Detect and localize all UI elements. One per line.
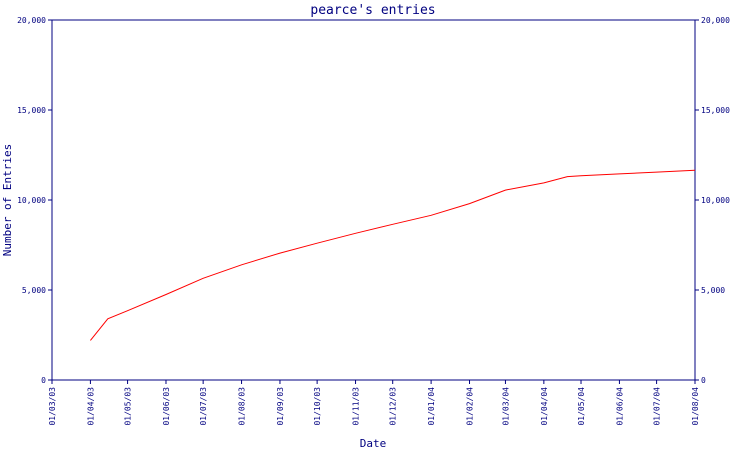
y-tick-label-right: 10,000 <box>701 196 730 205</box>
series-layer <box>90 169 696 341</box>
x-tick-label: 01/05/04 <box>577 387 586 426</box>
y-tick-label-right: 5,000 <box>701 286 725 295</box>
x-tick-label: 01/08/04 <box>691 387 700 426</box>
series-line <box>90 169 696 341</box>
x-tick-label: 01/01/04 <box>427 387 436 426</box>
x-tick-label: 01/06/03 <box>162 387 171 426</box>
x-tick-label: 01/12/03 <box>389 387 398 426</box>
x-tick-label: 01/04/03 <box>86 387 95 426</box>
y-tick-label-left: 20,000 <box>17 16 46 25</box>
y-tick-label-left: 15,000 <box>17 106 46 115</box>
x-tick-label: 01/09/03 <box>276 387 285 426</box>
x-tick-label: 01/07/03 <box>199 387 208 426</box>
y-tick-label-right: 20,000 <box>701 16 730 25</box>
x-tick-label: 01/04/04 <box>540 387 549 426</box>
x-tick-label: 01/05/03 <box>124 387 133 426</box>
x-tick-label: 01/07/04 <box>653 387 662 426</box>
y-tick-label-right: 0 <box>701 376 706 385</box>
chart-title: pearce's entries <box>310 3 435 18</box>
x-tick-label: 01/06/04 <box>615 387 624 426</box>
x-tick-label: 01/03/03 <box>48 387 57 426</box>
y-tick-label-right: 15,000 <box>701 106 730 115</box>
y-axis-label: Number of Entries <box>1 144 14 257</box>
plot-frame <box>51 19 696 381</box>
tick-layer: 0 0 5,000 5,000 10,000 10,000 15,000 15,000 20,0… <box>17 16 730 426</box>
x-tick-label: 01/10/03 <box>313 387 322 426</box>
x-tick-label: 01/02/04 <box>466 387 475 426</box>
x-tick-label: 01/08/03 <box>238 387 247 426</box>
y-tick-label-left: 5,000 <box>22 286 46 295</box>
y-tick-label-left: 10,000 <box>17 196 46 205</box>
y-tick-label-left: 0 <box>41 376 46 385</box>
x-axis-label: Date <box>360 437 387 450</box>
x-tick-label: 01/03/04 <box>501 387 510 426</box>
x-tick-label: 01/11/03 <box>352 387 361 426</box>
